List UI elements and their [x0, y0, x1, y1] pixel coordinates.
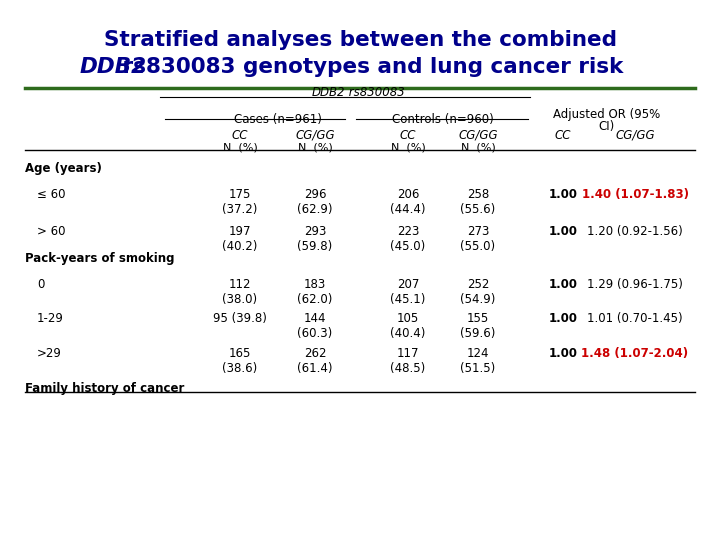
Text: 197
(40.2): 197 (40.2) [222, 225, 258, 253]
Text: DDB2: DDB2 [312, 86, 345, 99]
Text: 165
(38.6): 165 (38.6) [222, 347, 258, 375]
Text: 95 (39.8): 95 (39.8) [213, 312, 267, 325]
Text: 117
(48.5): 117 (48.5) [390, 347, 426, 375]
Text: Family history of cancer: Family history of cancer [25, 382, 184, 395]
Text: 1.00: 1.00 [549, 188, 577, 201]
Text: 1.40 (1.07-1.83): 1.40 (1.07-1.83) [582, 188, 688, 201]
Text: CG/GG: CG/GG [458, 129, 498, 142]
Text: 1.00: 1.00 [549, 347, 577, 360]
Text: rs830083: rs830083 [345, 86, 405, 99]
Text: 1.29 (0.96-1.75): 1.29 (0.96-1.75) [587, 278, 683, 291]
Text: Cases (n=961): Cases (n=961) [233, 113, 321, 126]
Text: 262
(61.4): 262 (61.4) [297, 347, 333, 375]
Text: 207
(45.1): 207 (45.1) [390, 278, 426, 306]
Text: 155
(59.6): 155 (59.6) [460, 312, 495, 340]
Text: 0: 0 [37, 278, 45, 291]
Text: 206
(44.4): 206 (44.4) [390, 188, 426, 216]
Text: DDB2: DDB2 [80, 57, 147, 77]
Text: 1.20 (0.92-1.56): 1.20 (0.92-1.56) [587, 225, 683, 238]
Text: 175
(37.2): 175 (37.2) [222, 188, 258, 216]
Text: 252
(54.9): 252 (54.9) [460, 278, 495, 306]
Text: 1.01 (0.70-1.45): 1.01 (0.70-1.45) [588, 312, 683, 325]
Text: Controls (n=960): Controls (n=960) [392, 113, 494, 126]
Text: CG/GG: CG/GG [295, 129, 335, 142]
Text: N  (%): N (%) [297, 142, 333, 152]
Text: 1-29: 1-29 [37, 312, 64, 325]
Text: CI): CI) [599, 120, 615, 133]
Text: 258
(55.6): 258 (55.6) [460, 188, 495, 216]
Text: 293
(59.8): 293 (59.8) [297, 225, 333, 253]
Text: 1.00: 1.00 [549, 312, 577, 325]
Text: 144
(60.3): 144 (60.3) [297, 312, 333, 340]
Text: 112
(38.0): 112 (38.0) [222, 278, 258, 306]
Text: Stratified analyses between the combined: Stratified analyses between the combined [104, 30, 616, 50]
Text: Pack-years of smoking: Pack-years of smoking [25, 252, 174, 265]
Text: CG/GG: CG/GG [615, 129, 654, 142]
Text: CC: CC [554, 129, 571, 142]
Text: ≤ 60: ≤ 60 [37, 188, 66, 201]
Text: 124
(51.5): 124 (51.5) [460, 347, 495, 375]
Text: 296
(62.9): 296 (62.9) [297, 188, 333, 216]
Text: N  (%): N (%) [461, 142, 495, 152]
Text: 105
(40.4): 105 (40.4) [390, 312, 426, 340]
Text: 1.00: 1.00 [549, 225, 577, 238]
Text: Adjusted OR (95%: Adjusted OR (95% [554, 108, 661, 121]
Text: >29: >29 [37, 347, 62, 360]
Text: N  (%): N (%) [391, 142, 426, 152]
Text: > 60: > 60 [37, 225, 66, 238]
Text: N  (%): N (%) [222, 142, 257, 152]
Text: CC: CC [400, 129, 416, 142]
Text: CC: CC [232, 129, 248, 142]
Text: 273
(55.0): 273 (55.0) [460, 225, 495, 253]
Text: 1.00: 1.00 [549, 278, 577, 291]
Text: 1.48 (1.07-2.04): 1.48 (1.07-2.04) [582, 347, 688, 360]
Text: 183
(62.0): 183 (62.0) [297, 278, 333, 306]
Text: rs830083 genotypes and lung cancer risk: rs830083 genotypes and lung cancer risk [115, 57, 624, 77]
Text: 223
(45.0): 223 (45.0) [390, 225, 426, 253]
Text: Age (years): Age (years) [25, 162, 102, 175]
